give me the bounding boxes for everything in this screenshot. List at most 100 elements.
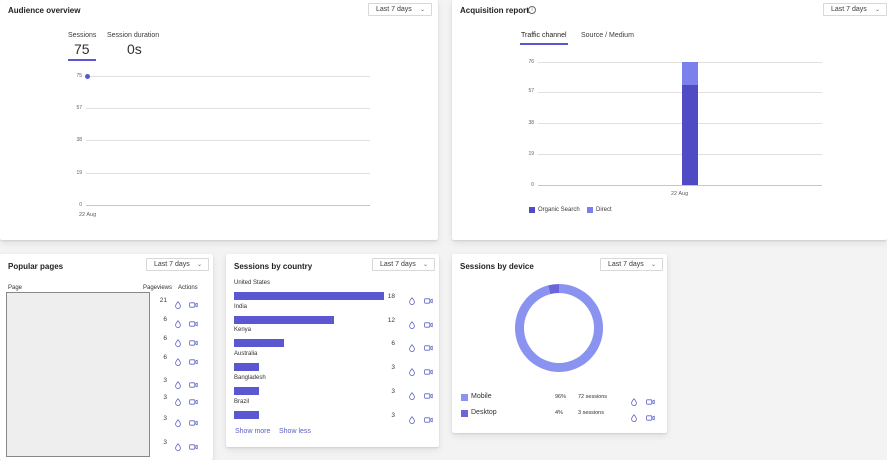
country-bar[interactable] [234, 292, 384, 300]
country-sessions-value: 6 [391, 340, 395, 347]
video-camera-icon[interactable] [189, 334, 198, 346]
pageviews-value: 21 [159, 297, 167, 304]
legend-label: Organic Search [538, 207, 580, 213]
date-range-dropdown[interactable]: Last 7 days ⌄ [146, 258, 209, 271]
date-range-value: Last 7 days [608, 261, 644, 268]
audience-overview-card: Audience overview Last 7 days ⌄ Sessions… [0, 0, 438, 240]
device-sessions: 72 sessions [578, 394, 608, 400]
tab-source-medium[interactable]: Source / Medium [581, 32, 634, 39]
bar-segment-organic-search[interactable] [682, 84, 698, 185]
water-drop-icon[interactable] [408, 387, 416, 400]
info-icon[interactable]: i [528, 6, 536, 14]
country-bar[interactable] [234, 316, 334, 324]
y-tick: 0 [531, 182, 534, 188]
y-tick: 19 [76, 170, 82, 176]
y-tick: 76 [528, 59, 534, 65]
show-less-link[interactable]: Show less [279, 428, 311, 435]
sessions-by-device-card: Sessions by device Last 7 days ⌄ Mobile 9… [452, 254, 667, 433]
water-drop-icon[interactable] [408, 411, 416, 424]
device-percent: 4% [555, 410, 563, 416]
pageviews-value: 6 [163, 335, 167, 342]
card-title: Sessions by country [234, 262, 313, 271]
video-camera-icon[interactable] [424, 339, 433, 351]
device-swatch [461, 410, 468, 417]
metric-value: 0s [127, 41, 142, 57]
water-drop-icon[interactable] [174, 334, 182, 347]
water-drop-icon[interactable] [630, 393, 638, 406]
show-more-link[interactable]: Show more [235, 428, 271, 435]
active-metric-underline [68, 59, 96, 61]
video-camera-icon[interactable] [189, 353, 198, 365]
y-tick: 38 [76, 137, 82, 143]
video-camera-icon[interactable] [424, 363, 433, 375]
metric-label: Sessions [68, 32, 97, 39]
video-camera-icon[interactable] [189, 414, 198, 426]
gridline [538, 62, 822, 63]
gridline [538, 92, 822, 93]
water-drop-icon[interactable] [174, 393, 182, 406]
video-camera-icon[interactable] [424, 292, 433, 304]
data-point[interactable] [85, 74, 90, 79]
card-title: Popular pages [8, 262, 64, 271]
country-name: India [234, 304, 248, 310]
legend-swatch-organic-search [529, 207, 535, 213]
country-bar[interactable] [234, 411, 259, 419]
video-camera-icon[interactable] [189, 296, 198, 308]
stacked-bar[interactable] [682, 62, 698, 185]
country-name: Brazil [234, 399, 250, 405]
date-range-dropdown[interactable]: Last 7 days ⌄ [368, 3, 432, 16]
video-camera-icon[interactable] [646, 393, 655, 405]
country-sessions-value: 3 [391, 388, 395, 395]
x-axis-label: 22 Aug [79, 212, 97, 218]
country-bar[interactable] [234, 387, 259, 395]
device-name: Desktop [471, 409, 497, 416]
gridline [86, 140, 370, 141]
video-camera-icon[interactable] [424, 387, 433, 399]
country-sessions-value: 3 [391, 412, 395, 419]
country-sessions-value: 12 [387, 317, 395, 324]
water-drop-icon[interactable] [408, 363, 416, 376]
acquisition-report-card: Acquisition report i Last 7 days ⌄ Traff… [452, 0, 887, 240]
video-camera-icon[interactable] [189, 393, 198, 405]
chevron-down-icon: ⌄ [196, 262, 202, 268]
gridline [86, 76, 370, 77]
water-drop-icon[interactable] [174, 438, 182, 451]
water-drop-icon[interactable] [408, 292, 416, 305]
metric-value: 75 [74, 41, 90, 57]
country-name: Kenya [234, 327, 252, 333]
country-bar[interactable] [234, 339, 284, 347]
video-camera-icon[interactable] [646, 409, 655, 421]
pageviews-value: 6 [163, 316, 167, 323]
active-tab-underline [520, 43, 568, 45]
water-drop-icon[interactable] [174, 353, 182, 366]
metric-sessions[interactable]: Sessions 75 [68, 30, 98, 62]
donut-slice-desktop[interactable] [548, 284, 559, 295]
water-drop-icon[interactable] [174, 414, 182, 427]
tab-traffic-channel[interactable]: Traffic channel [521, 32, 567, 39]
donut-slice-mobile[interactable] [515, 284, 603, 372]
popular-pages-card: Popular pages Last 7 days ⌄ Page Pagevie… [0, 254, 213, 460]
country-bar[interactable] [234, 363, 259, 371]
date-range-dropdown[interactable]: Last 7 days ⌄ [372, 258, 435, 271]
pageviews-value: 3 [163, 394, 167, 401]
gridline [86, 108, 370, 109]
water-drop-icon[interactable] [408, 316, 416, 329]
video-camera-icon[interactable] [424, 316, 433, 328]
water-drop-icon[interactable] [174, 315, 182, 328]
x-axis-label: 22 Aug [671, 191, 689, 197]
date-range-dropdown[interactable]: Last 7 days ⌄ [600, 258, 663, 271]
video-camera-icon[interactable] [424, 411, 433, 423]
video-camera-icon[interactable] [189, 438, 198, 450]
date-range-dropdown[interactable]: Last 7 days ⌄ [823, 3, 887, 16]
device-donut-chart[interactable] [452, 254, 667, 433]
video-camera-icon[interactable] [189, 315, 198, 327]
sessions-by-country-card: Sessions by country Last 7 days ⌄ Show m… [226, 254, 439, 447]
water-drop-icon[interactable] [174, 376, 182, 389]
bar-segment-direct[interactable] [682, 62, 698, 85]
metric-label: Session duration [107, 32, 160, 39]
water-drop-icon[interactable] [408, 339, 416, 352]
water-drop-icon[interactable] [630, 409, 638, 422]
video-camera-icon[interactable] [189, 376, 198, 388]
metric-session-duration[interactable]: Session duration 0s [107, 30, 163, 62]
water-drop-icon[interactable] [174, 296, 182, 309]
